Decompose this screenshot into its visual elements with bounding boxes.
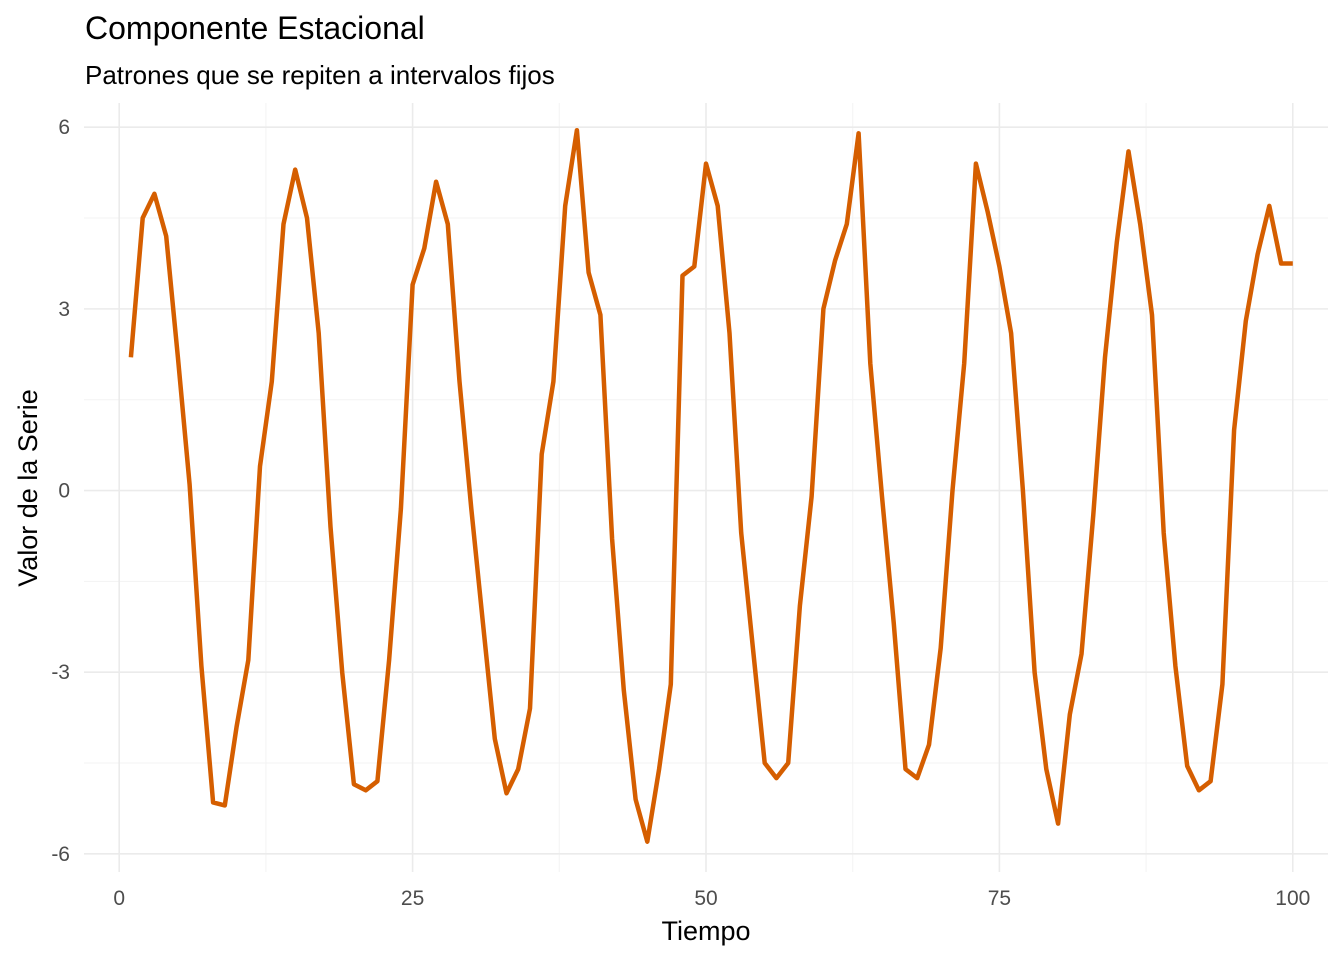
series-line-0 bbox=[128, 127, 1293, 844]
x-tick-label: 0 bbox=[113, 887, 125, 910]
y-tick-label: -6 bbox=[51, 843, 70, 866]
y-tick-label: 3 bbox=[58, 298, 70, 321]
x-tick-label: 25 bbox=[401, 887, 424, 910]
y-axis-ticks: -6 -3 0 3 6 bbox=[51, 116, 70, 866]
x-axis-title: Tiempo bbox=[661, 916, 750, 946]
x-axis-ticks: 0 25 50 75 100 bbox=[113, 887, 1310, 910]
y-axis-title: Valor de la Serie bbox=[13, 389, 43, 587]
y-tick-label: 0 bbox=[58, 480, 70, 503]
x-tick-label: 75 bbox=[988, 887, 1011, 910]
x-tick-label: 100 bbox=[1275, 887, 1310, 910]
plot-grid bbox=[84, 103, 1328, 872]
x-tick-label: 50 bbox=[694, 887, 717, 910]
chart-title: Componente Estacional bbox=[85, 10, 425, 46]
series-group bbox=[128, 127, 1293, 844]
chart-subtitle: Patrones que se repiten a intervalos fij… bbox=[85, 60, 555, 90]
y-tick-label: 6 bbox=[58, 116, 70, 139]
y-tick-label: -3 bbox=[51, 661, 70, 684]
